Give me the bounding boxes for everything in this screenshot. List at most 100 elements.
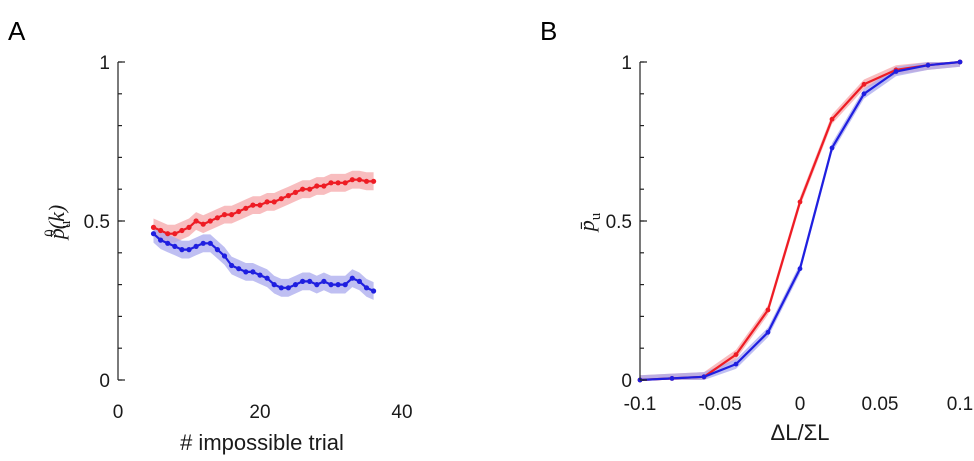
chart-a-red-point: [328, 180, 334, 186]
chart-a-axes: 0 0.5 1 0 20 40: [84, 53, 413, 423]
chart-a-blue-point: [257, 272, 263, 278]
chart-b-ylabel-base: p̄: [574, 220, 599, 233]
chart-a-red-point: [371, 178, 377, 184]
chart-a-blue-point: [236, 266, 242, 272]
chart-a-blue-point: [193, 243, 199, 249]
chart-a-blue-point: [307, 278, 313, 284]
chart-b-red-point: [797, 199, 803, 205]
chart-b-lines: [639, 60, 961, 382]
chart-a-red-point: [321, 183, 327, 189]
chart-b-x-tick-label: 0.05: [862, 394, 899, 415]
chart-a-x-tick-label: 20: [249, 402, 270, 423]
chart-a-blue-point: [321, 278, 327, 284]
chart-a-red-point: [158, 227, 164, 234]
chart-a-red-point: [363, 178, 370, 184]
chart-b-blue-point: [733, 361, 739, 367]
chart-b-points: [637, 59, 963, 383]
chart-a-blue-point: [342, 282, 348, 288]
chart-b-blue-point: [925, 62, 931, 68]
svg-text:p̄u: p̄u: [574, 212, 604, 233]
chart-a-blue-point: [150, 231, 157, 237]
chart-a-blue-point: [200, 240, 206, 246]
chart-a-red-point: [342, 180, 348, 186]
chart-a-red-point: [193, 218, 199, 224]
chart-a-red-point: [257, 202, 263, 208]
chart-b-blue-point: [957, 59, 963, 65]
chart-a-red-point: [214, 215, 220, 221]
chart-a-ylabel-sub: u: [58, 220, 74, 228]
chart-a-red-point: [150, 224, 157, 230]
chart-a-blue-point: [335, 282, 341, 288]
chart-a-y-tick-label: 0: [99, 371, 110, 392]
chart-a-ylabel-arg: (k): [44, 205, 69, 229]
chart-a-blue-point: [250, 269, 256, 275]
chart-b-blue-point: [829, 145, 835, 151]
chart-b-x-tick-label: -0.05: [698, 394, 741, 415]
chart-a-red-point: [307, 186, 313, 192]
chart-a-red-point: [236, 208, 242, 215]
chart-a-blue-point: [285, 285, 291, 291]
chart-b-blue-point: [701, 374, 707, 380]
chart-a-red-point: [186, 224, 192, 230]
chart-b-red-point: [733, 352, 739, 357]
chart-a-red-point: [250, 202, 256, 208]
chart-a-blue-point: [271, 282, 277, 288]
chart-a-points: [150, 177, 377, 294]
chart-a-blue-point: [229, 262, 235, 269]
chart-a-x-tick-label: 0: [113, 402, 124, 423]
svg-text:p̄u0(k): p̄u0(k): [42, 205, 74, 241]
chart-a-red-point: [221, 212, 228, 218]
chart-a-red-point: [200, 221, 206, 227]
chart-b-blue-point: [797, 266, 803, 272]
chart-a-red-point: [300, 186, 306, 192]
chart-a-blue-point: [356, 278, 362, 284]
chart-a-blue-point: [207, 240, 213, 246]
chart-a-blue-point: [363, 285, 370, 291]
chart-b-ylabel: p̄u: [574, 212, 604, 233]
chart-a-blue-point: [179, 247, 185, 253]
chart-a-red-point: [172, 231, 178, 237]
chart-b: 0 0.5 1 -0.1 -0.05 0 0.05 0.1 ΔL/ΣL p̄u: [574, 53, 973, 445]
chart-b-blue-point: [893, 69, 899, 74]
chart-b-bands: [640, 62, 960, 380]
chart-a-ylabel: p̄u0(k): [42, 205, 74, 241]
chart-a-red-point: [292, 189, 299, 195]
chart-a-blue-point: [292, 282, 299, 288]
chart-a-x-tick-label: 40: [391, 402, 412, 423]
chart-b-red-band: [640, 62, 960, 380]
chart-a-red-point: [229, 212, 235, 218]
chart-a-red-band: [153, 170, 374, 243]
chart-a-red-point: [264, 199, 270, 205]
chart-b-y-tick-label: 0.5: [606, 212, 632, 233]
chart-b-axes: 0 0.5 1 -0.1 -0.05 0 0.05 0.1: [606, 53, 974, 415]
chart-a-blue-point: [221, 253, 228, 259]
chart-a-red-point: [165, 231, 171, 237]
chart-a: 0 0.5 1 0 20 40 # impossible trial p̄u0(k): [42, 53, 413, 455]
chart-b-y-tick-label: 1: [621, 53, 632, 74]
chart-a-blue-point: [328, 282, 334, 288]
chart-a-blue-point: [186, 247, 192, 253]
chart-a-red-point: [314, 183, 320, 189]
chart-a-ylabel-base: p̄: [44, 228, 69, 241]
chart-b-red-point: [829, 116, 835, 122]
chart-a-xlabel: # impossible trial: [180, 430, 344, 455]
chart-a-red-point: [207, 218, 213, 224]
chart-a-blue-point: [300, 278, 306, 284]
chart-a-red-point: [349, 177, 355, 183]
chart-b-x-tick-label: 0.1: [947, 394, 973, 415]
chart-a-red-point: [243, 205, 249, 211]
chart-a-blue-point: [264, 275, 270, 281]
chart-b-ylabel-sub: u: [588, 212, 604, 220]
chart-b-red-point: [861, 81, 867, 87]
chart-a-y-tick-label: 0.5: [84, 212, 110, 233]
chart-a-red-point: [179, 227, 185, 234]
chart-b-xlabel: ΔL/ΣL: [771, 420, 830, 445]
chart-a-red-point: [278, 196, 284, 202]
chart-b-blue-point: [861, 91, 867, 97]
chart-a-y-tick-label: 1: [99, 53, 110, 74]
chart-b-blue-band: [640, 62, 960, 380]
chart-a-red-point: [356, 177, 362, 183]
chart-b-blue-point: [669, 376, 675, 381]
chart-a-red-point: [335, 180, 341, 186]
chart-b-y-tick-label: 0: [621, 371, 632, 392]
